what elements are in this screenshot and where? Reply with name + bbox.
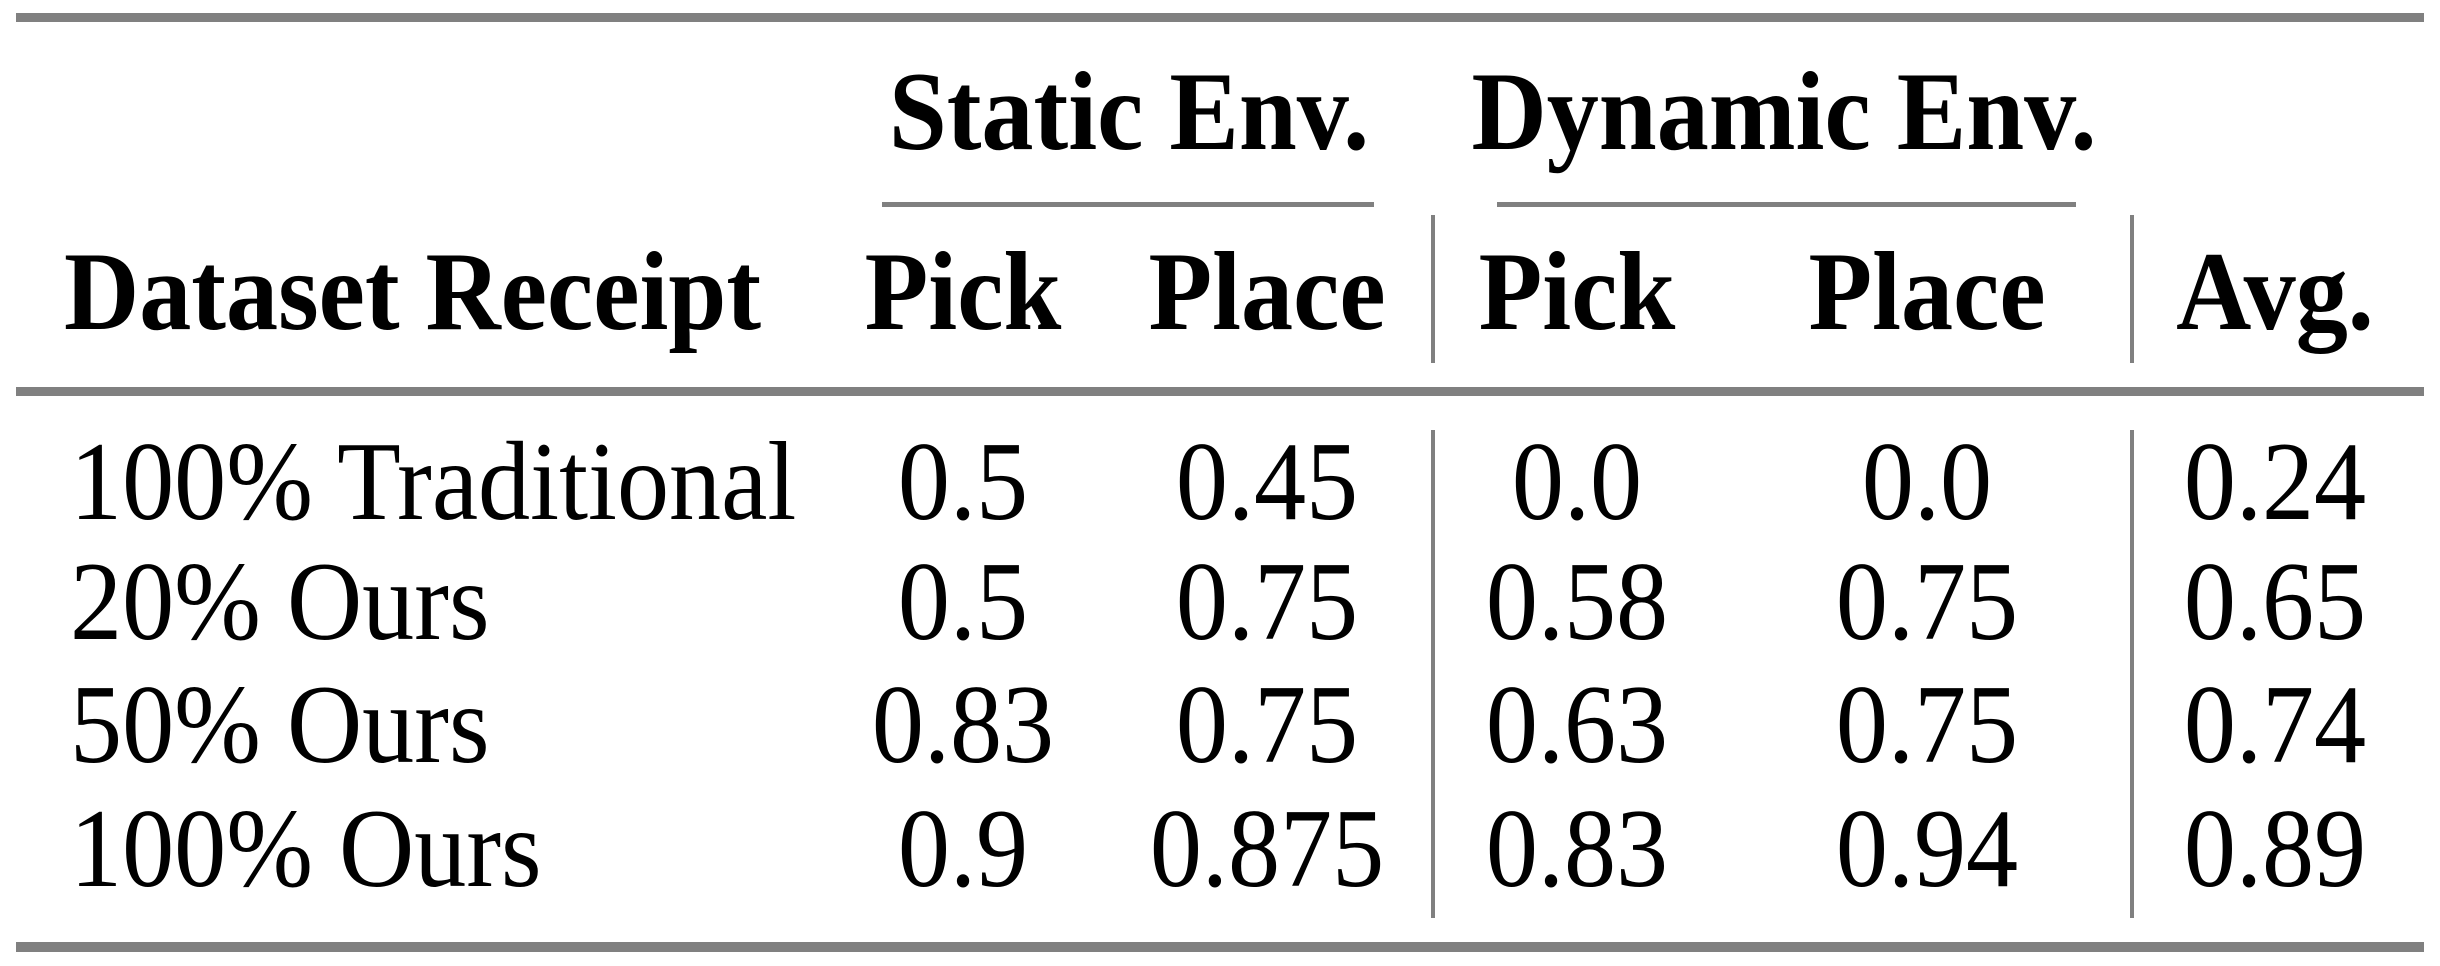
group-header-static-env: Static Env. [888, 50, 1370, 174]
table-cell: 0.0 [1511, 420, 1643, 544]
group-header-dynamic-env: Dynamic Env. [1471, 50, 2097, 174]
table-cell: 0.45 [1175, 420, 1359, 544]
table-cell: 0.5 [897, 420, 1029, 544]
table-cell: 0.9 [897, 787, 1029, 911]
col-header-dynamic-place: Place [1808, 230, 2046, 354]
col-header-dynamic-pick: Pick [1478, 230, 1676, 354]
table-cell: 0.83 [1485, 787, 1669, 911]
header-midrule [16, 387, 2424, 396]
separator-dynamic-avg-header [2130, 215, 2134, 363]
table-cell: 0.63 [1485, 663, 1669, 787]
table-cell: 0.74 [2183, 663, 2367, 787]
static-env-cmidrule [882, 202, 1374, 207]
table-cell: 0.65 [2183, 540, 2367, 664]
col-header-static-pick: Pick [864, 230, 1062, 354]
table-cell: 0.24 [2183, 420, 2367, 544]
col-header-avg: Avg. [2176, 230, 2374, 354]
table-cell: 0.75 [1175, 663, 1359, 787]
bottom-rule [16, 942, 2424, 952]
table-cell: 0.75 [1835, 540, 2019, 664]
table-cell: 0.75 [1835, 663, 2019, 787]
row-label: 100% Ours [70, 787, 542, 911]
separator-static-dynamic-header [1431, 215, 1435, 363]
table-cell: 0.58 [1485, 540, 1669, 664]
table-cell: 0.83 [871, 663, 1055, 787]
table-cell: 0.875 [1149, 787, 1385, 911]
row-label: 100% Traditional [70, 420, 797, 544]
table-cell: 0.94 [1835, 787, 2019, 911]
table-cell: 0.0 [1861, 420, 1993, 544]
table-cell: 0.5 [897, 540, 1029, 664]
table-cell: 0.89 [2183, 787, 2367, 911]
top-rule [16, 13, 2424, 22]
dynamic-env-cmidrule [1497, 202, 2076, 207]
row-label: 50% Ours [70, 663, 490, 787]
col-header-static-place: Place [1148, 230, 1386, 354]
separator-dynamic-avg-body [2130, 430, 2134, 918]
col-header-dataset-receipt: Dataset Receipt [64, 230, 762, 354]
row-label: 20% Ours [70, 540, 490, 664]
table-cell: 0.75 [1175, 540, 1359, 664]
separator-static-dynamic-body [1431, 430, 1435, 918]
